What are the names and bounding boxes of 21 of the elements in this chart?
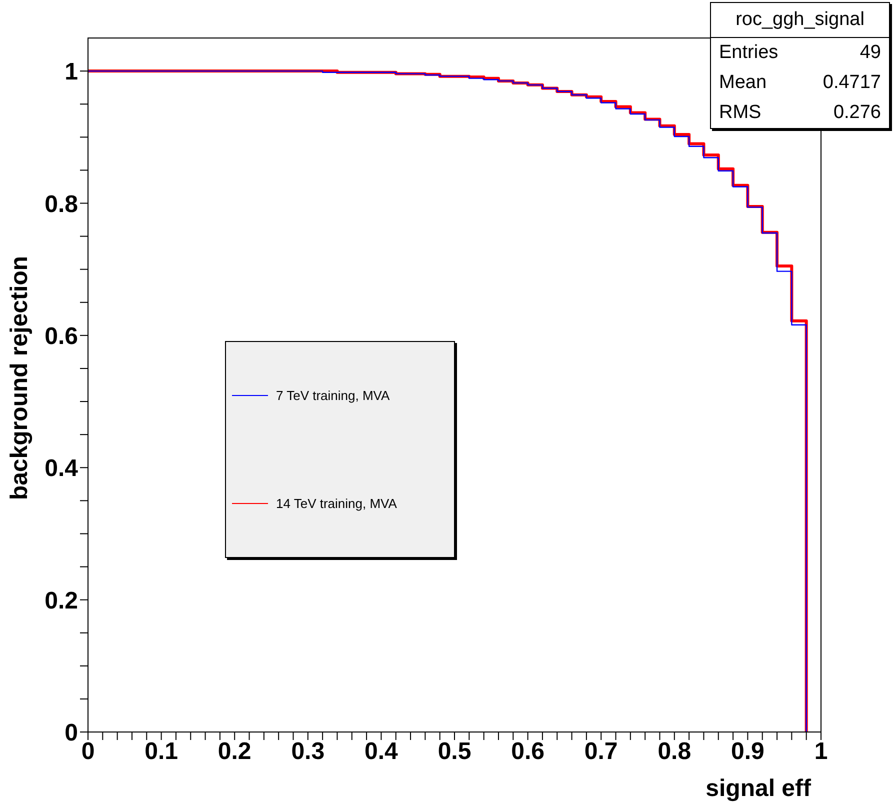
x-tick-label: 0.6 bbox=[511, 738, 544, 766]
x-tick-label: 0.2 bbox=[218, 738, 252, 766]
x-tick-label: 0.1 bbox=[144, 738, 178, 766]
y-axis-title: background rejection bbox=[6, 256, 34, 500]
y-tick-label: 0.2 bbox=[44, 587, 78, 614]
y-tick-label: 0.8 bbox=[44, 190, 78, 218]
x-tick-label: 0.5 bbox=[438, 738, 472, 766]
legend-label: 7 TeV training, MVA bbox=[276, 388, 390, 404]
legend-label: 14 TeV training, MVA bbox=[276, 496, 397, 511]
y-tick-label: 0.6 bbox=[44, 322, 78, 350]
x-tick-label: 1 bbox=[814, 738, 828, 766]
y-tick-label: 1 bbox=[64, 58, 78, 86]
x-tick-label: 0.3 bbox=[291, 738, 325, 766]
x-tick-label: 0.7 bbox=[584, 738, 618, 766]
stats-box: roc_ggh_signal Entries 49 Mean 0.4717 RMS 0.276 bbox=[710, 2, 890, 129]
x-tick-label: 0.9 bbox=[731, 738, 764, 766]
y-tick-label: 0.4 bbox=[44, 455, 79, 482]
x-tick-label: 0.4 bbox=[364, 738, 399, 766]
x-axis-title: signal eff bbox=[706, 775, 812, 802]
x-tick-label: 0.8 bbox=[658, 738, 692, 766]
y-tick-label: 0 bbox=[64, 720, 78, 747]
